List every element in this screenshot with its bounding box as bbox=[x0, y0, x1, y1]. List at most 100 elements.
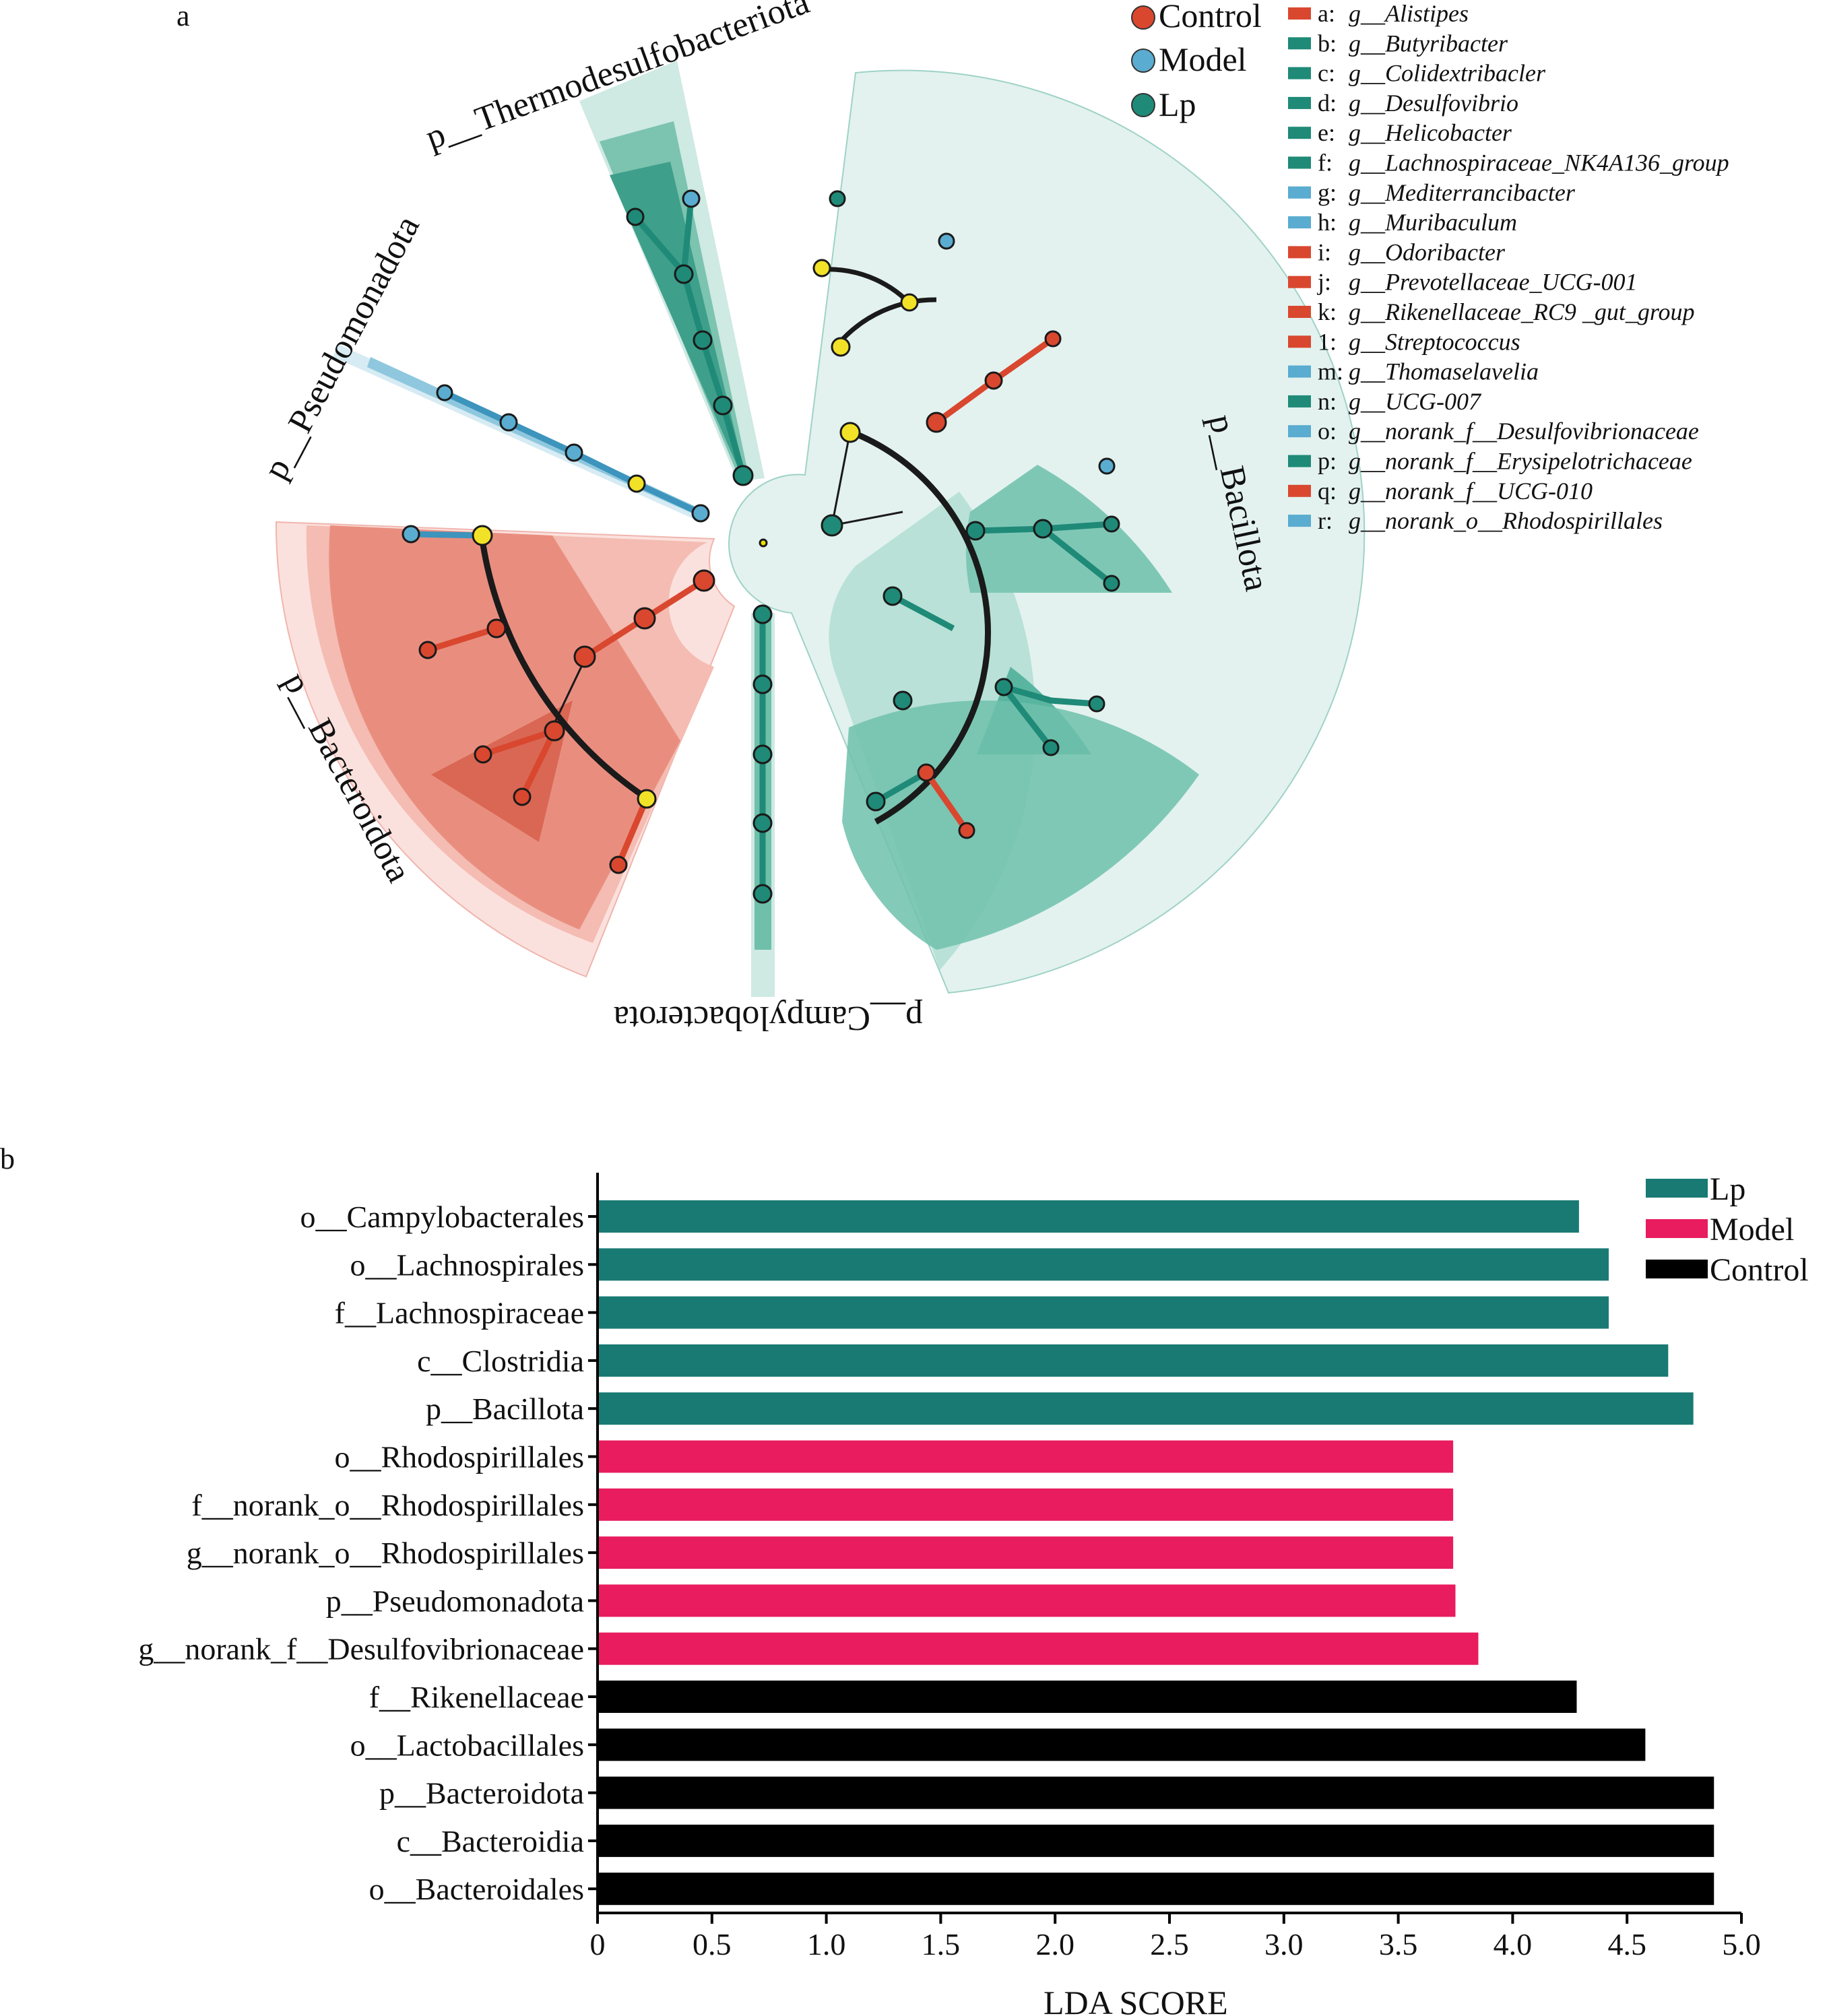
biomarker-swatch bbox=[1288, 515, 1311, 527]
bar bbox=[598, 1681, 1577, 1713]
node-lp-1 bbox=[965, 521, 986, 541]
node-campy-4 bbox=[752, 813, 773, 833]
node-control-3 bbox=[1044, 330, 1062, 348]
biomarker-swatch bbox=[1288, 37, 1311, 50]
biomarker-name: g__Mediterrancibacter bbox=[1349, 179, 1576, 206]
node-bact-1 bbox=[693, 569, 715, 592]
biomarker-swatch bbox=[1288, 455, 1311, 467]
lda-axes: o__Campylobacterales o__Lachnospirales f__… bbox=[138, 1173, 1761, 1961]
biomarker-name: g__UCG-007 bbox=[1349, 388, 1482, 415]
biomarker-name: g__Desulfovibrio bbox=[1349, 90, 1518, 117]
bar bbox=[598, 1488, 1454, 1521]
y-tick-label: p__Pseudomonadota bbox=[326, 1584, 584, 1618]
node-yellow-2 bbox=[831, 337, 851, 357]
node-bact-yellow-2 bbox=[637, 789, 657, 809]
biomarker-letter: b: bbox=[1318, 30, 1337, 57]
biomarker-name: g__norank_f__Desulfovibrionaceae bbox=[1349, 418, 1699, 445]
biomarker-swatch bbox=[1288, 127, 1311, 139]
bacillota-green-branch-3 bbox=[1041, 526, 1114, 586]
y-tick-label: o__Bacteroidales bbox=[369, 1872, 584, 1906]
phylum-label-pseudomonadota: p__Pseudomonadota bbox=[256, 209, 427, 485]
biomarker-letter: e: bbox=[1318, 119, 1335, 146]
node-bact-a bbox=[609, 855, 628, 874]
bar bbox=[598, 1776, 1714, 1809]
bacillota-top-arc bbox=[821, 267, 911, 305]
bacillota-green-branch-4 bbox=[1002, 684, 1097, 707]
node-thermo-3 bbox=[693, 330, 713, 350]
cladogram-group-legend: Control Model Lp bbox=[1131, 0, 1262, 123]
x-tick-label: 3.0 bbox=[1264, 1927, 1304, 1961]
biomarker-letter: p: bbox=[1318, 448, 1337, 475]
biomarker-name: g__Butyribacter bbox=[1349, 30, 1508, 57]
biomarker-swatch bbox=[1288, 246, 1311, 259]
node-lp-top bbox=[829, 190, 846, 207]
biomarker-letter: m: bbox=[1318, 358, 1343, 385]
y-tick-label: o__Lachnospirales bbox=[350, 1247, 584, 1282]
biomarker-name: g__Thomaselavelia bbox=[1349, 358, 1539, 385]
y-tick-label: o__Rhodospirillales bbox=[334, 1440, 584, 1474]
node-bact-i bbox=[418, 641, 437, 659]
biomarker-name: g__norank_f__UCG-010 bbox=[1349, 478, 1593, 505]
node-yellow-1 bbox=[839, 422, 861, 443]
node-lp-4 bbox=[893, 690, 913, 711]
biomarker-swatch bbox=[1288, 425, 1311, 438]
panel-b-label: b bbox=[0, 1142, 15, 1175]
biomarker-letter: q: bbox=[1318, 478, 1337, 505]
biomarker-name: g__norank_o__Rhodospirillales bbox=[1349, 507, 1663, 534]
y-tick-label: c__Clostridia bbox=[417, 1344, 584, 1378]
node-thermo-d bbox=[626, 207, 645, 226]
biomarker-letter: a: bbox=[1318, 0, 1335, 27]
biomarker-letter: c: bbox=[1318, 60, 1335, 87]
node-thermo-2 bbox=[713, 395, 733, 416]
node-pseudo-2 bbox=[565, 443, 583, 462]
biomarker-swatch bbox=[1288, 67, 1311, 79]
node-control-q1 bbox=[917, 763, 936, 782]
bar bbox=[598, 1296, 1609, 1329]
biomarker-letter: f: bbox=[1318, 150, 1333, 176]
root-node bbox=[759, 538, 768, 548]
node-bact-k bbox=[474, 745, 492, 764]
biomarker-swatch bbox=[1288, 7, 1311, 20]
bacteroidota-branch-5 bbox=[615, 797, 650, 866]
node-model-m bbox=[938, 232, 955, 250]
bacteroidota-branch-2 bbox=[426, 625, 498, 653]
bacillota-green-branch bbox=[891, 593, 955, 631]
node-thermo-1 bbox=[732, 465, 754, 486]
node-yellow-3 bbox=[812, 259, 831, 278]
node-bact-3 bbox=[573, 645, 596, 668]
root-link-bacillota bbox=[831, 430, 852, 526]
node-pseudo-3 bbox=[499, 413, 518, 432]
biomarker-letter: h: bbox=[1318, 209, 1337, 236]
node-yellow-4 bbox=[900, 293, 919, 312]
legend-label: Model bbox=[1710, 1212, 1794, 1247]
bacillota-upper-arc bbox=[837, 297, 937, 346]
legend-dot-lp bbox=[1131, 93, 1155, 117]
biomarker-swatch bbox=[1288, 96, 1311, 109]
y-tick-label: f__norank_o__Rhodospirillales bbox=[191, 1488, 584, 1522]
x-tick-label: 3.5 bbox=[1379, 1927, 1418, 1961]
lda-bars bbox=[598, 1200, 1714, 1906]
node-thermo-4 bbox=[674, 264, 694, 284]
biomarker-swatch bbox=[1288, 275, 1311, 288]
biomarker-swatch bbox=[1288, 484, 1311, 497]
bar bbox=[598, 1200, 1579, 1233]
bar bbox=[598, 1584, 1456, 1617]
biomarker-swatch bbox=[1288, 395, 1311, 408]
legend-dot-control bbox=[1131, 5, 1155, 30]
node-bacillota-phylum bbox=[821, 514, 843, 537]
node-bact-j bbox=[513, 787, 532, 806]
y-tick-label: p__Bacillota bbox=[426, 1392, 584, 1426]
legend-swatch bbox=[1646, 1260, 1708, 1278]
biomarker-swatch bbox=[1288, 335, 1311, 348]
node-campy-2 bbox=[752, 674, 773, 694]
biomarker-legend: a: g__Alistipes b: g__Butyribacter c: g__Coli… bbox=[1288, 0, 1729, 534]
bar bbox=[598, 1632, 1479, 1665]
node-lp-5 bbox=[994, 678, 1013, 696]
bar bbox=[598, 1873, 1714, 1906]
legend-label: Lp bbox=[1710, 1171, 1745, 1207]
legend-dot-model bbox=[1131, 48, 1155, 73]
biomarker-letter: 1: bbox=[1318, 328, 1337, 355]
node-lp-3 bbox=[883, 586, 903, 606]
node-bact-2 bbox=[633, 607, 656, 630]
biomarker-letter: k: bbox=[1318, 298, 1337, 325]
